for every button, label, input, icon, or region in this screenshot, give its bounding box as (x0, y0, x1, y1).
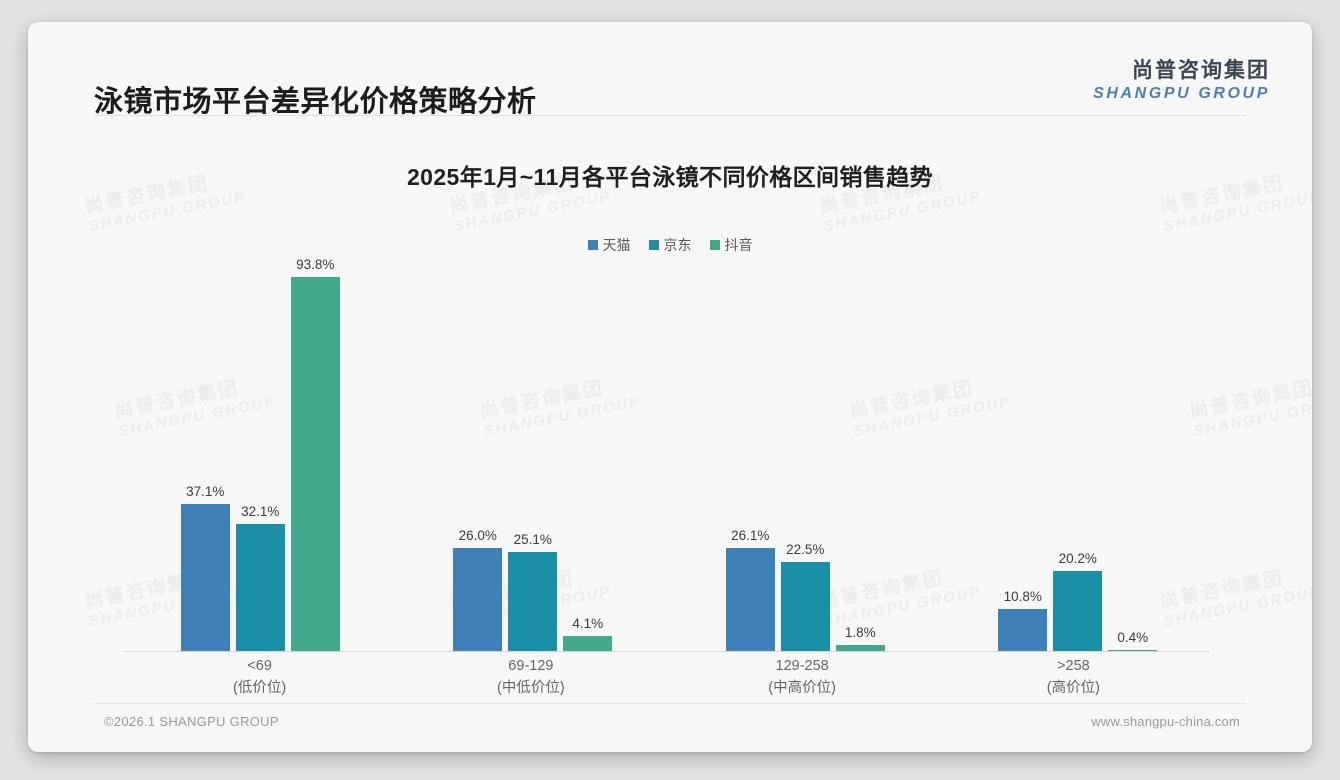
x-axis-category-range: 69-129 (508, 658, 554, 674)
bar-value-label: 26.0% (458, 528, 497, 543)
bar-column: 10.8% (998, 252, 1048, 652)
watermark-english: SHANGPU GROUP (822, 187, 983, 236)
legend-item-抖音[interactable]: 抖音 (709, 235, 753, 255)
header-divider (94, 115, 1246, 116)
bar-column: 32.1% (235, 252, 285, 652)
bar-group-bars: 26.0% 25.1% 4.1% (397, 252, 670, 652)
legend-label: 天猫 (602, 237, 631, 253)
page-title: 泳镜市场平台差异化价格策略分析 (94, 86, 537, 118)
x-axis-category-range: <69 (247, 658, 272, 674)
legend-item-天猫[interactable]: 天猫 (587, 235, 631, 255)
bar-抖音-<69[interactable] (290, 276, 340, 652)
watermark-english: SHANGPU GROUP (87, 187, 248, 236)
bar-column: 25.1% (508, 252, 558, 652)
bar-天猫-<69[interactable] (180, 503, 230, 652)
logo-english-name: SHANGPU GROUP (1093, 85, 1270, 102)
x-axis-category-tier: (中低价位) (497, 679, 565, 696)
logo-chinese-name: 尚普咨询集团 (1132, 59, 1270, 82)
x-axis-category: <69 (低价位) (124, 656, 395, 700)
bar-京东-<69[interactable] (235, 523, 285, 652)
x-axis-line (124, 651, 1209, 652)
plot-area: 37.1% 32.1% 93.8% 26.0% 25.1% 4.1% 26.1% 22.5% 1… (124, 252, 1214, 652)
chart-legend: 天猫 京东 抖音 (28, 235, 1312, 255)
brand-logo: 尚普咨询集团 SHANGPU GROUP (1093, 60, 1270, 102)
x-axis-category-tier: (高价位) (1046, 679, 1100, 696)
bar-column: 1.8% (835, 252, 885, 652)
chart-container: 尚普咨询集团 SHANGPU GROUP 尚普咨询集团 SHANGPU GROUP 尚普… (28, 122, 1312, 712)
bar-column: 37.1% (180, 252, 230, 652)
bar-value-label: 1.8% (844, 624, 876, 640)
bar-column: 0.4% (1108, 252, 1158, 652)
x-axis-labels: <69 (低价位) 69-129 (中低价位) 129-258 (中高价位) >258 (高价… (124, 656, 1209, 700)
footer-divider (94, 703, 1246, 704)
legend-item-京东[interactable]: 京东 (648, 235, 692, 255)
bar-column: 22.5% (780, 252, 830, 652)
legend-swatch-icon (648, 240, 659, 250)
legend-label: 京东 (663, 237, 692, 253)
bar-column: 20.2% (1053, 252, 1103, 652)
bar-group: 26.0% 25.1% 4.1% (397, 252, 670, 652)
legend-label: 抖音 (724, 237, 753, 253)
bar-天猫-69-129[interactable] (453, 548, 503, 652)
legend-swatch-icon (587, 240, 598, 250)
x-axis-category-tier: (中高价位) (768, 679, 836, 696)
bar-天猫-129-258[interactable] (725, 547, 775, 652)
bar-value-label: 10.8% (1003, 588, 1042, 604)
bar-value-label: 4.1% (572, 615, 604, 631)
bar-抖音-129-258[interactable] (835, 644, 885, 652)
bar-value-label: 37.1% (186, 483, 225, 499)
bar-value-label: 20.2% (1058, 551, 1097, 567)
bar-抖音-69-129[interactable] (563, 635, 613, 652)
header: 泳镜市场平台差异化价格策略分析 尚普咨询集团 SHANGPU GROUP (28, 22, 1312, 118)
bar-groups: 37.1% 32.1% 93.8% 26.0% 25.1% 4.1% 26.1% 22.5% 1… (124, 252, 1214, 652)
bar-group: 37.1% 32.1% 93.8% (124, 252, 397, 652)
bar-value-label: 22.5% (786, 542, 825, 557)
bar-value-label: 32.1% (241, 503, 280, 519)
bar-value-label: 26.1% (731, 527, 770, 543)
bar-value-label: 93.8% (296, 256, 335, 272)
x-axis-category: 129-258 (中高价位) (667, 656, 938, 700)
footer: ©2026.1 SHANGPU GROUP www.shangpu-china.… (28, 712, 1312, 736)
bar-column: 26.0% (453, 252, 503, 652)
bar-group-bars: 26.1% 22.5% 1.8% (669, 252, 942, 652)
bar-京东->258[interactable] (1053, 571, 1103, 652)
chart-title: 2025年1月~11月各平台泳镜不同价格区间销售趋势 (406, 164, 934, 190)
footer-copyright: ©2026.1 SHANGPU GROUP (104, 714, 279, 729)
bar-group-bars: 37.1% 32.1% 93.8% (124, 252, 397, 652)
bar-京东-69-129[interactable] (508, 551, 558, 652)
bar-京东-129-258[interactable] (780, 562, 830, 652)
x-axis-category-range: >258 (1057, 658, 1090, 674)
bar-value-label: 0.4% (1117, 630, 1149, 645)
footer-website: www.shangpu-china.com (1091, 714, 1240, 729)
bar-group: 10.8% 20.2% 0.4% (942, 252, 1215, 652)
legend-swatch-icon (709, 240, 720, 250)
bar-天猫->258[interactable] (998, 608, 1048, 652)
bar-column: 26.1% (725, 252, 775, 652)
bar-column: 93.8% (290, 252, 340, 652)
watermark-english: SHANGPU GROUP (1162, 187, 1312, 236)
x-axis-category-tier: (低价位) (233, 679, 287, 696)
bar-column: 4.1% (563, 252, 613, 652)
bar-group-bars: 10.8% 20.2% 0.4% (942, 252, 1215, 652)
x-axis-category: 69-129 (中低价位) (395, 656, 666, 700)
watermark-english: SHANGPU GROUP (452, 187, 613, 236)
x-axis-category: >258 (高价位) (938, 656, 1209, 700)
bar-value-label: 25.1% (513, 531, 552, 547)
bar-group: 26.1% 22.5% 1.8% (669, 252, 942, 652)
x-axis-category-range: 129-258 (775, 658, 829, 674)
slide-card: 泳镜市场平台差异化价格策略分析 尚普咨询集团 SHANGPU GROUP 尚普咨… (28, 22, 1312, 752)
